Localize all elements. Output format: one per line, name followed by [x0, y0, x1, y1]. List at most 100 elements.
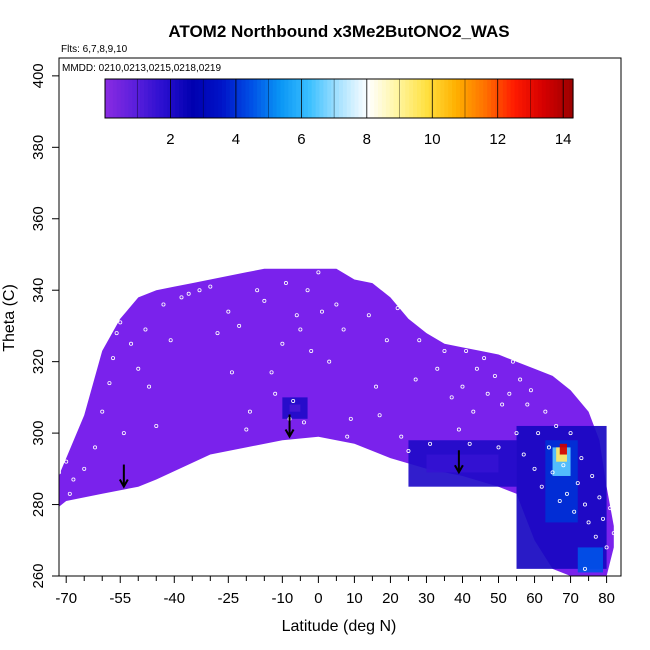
sample-point [474, 366, 479, 371]
colorbar-cell [541, 79, 547, 118]
colorbar-cell [186, 79, 192, 118]
sample-point [593, 534, 598, 539]
sample-point [399, 434, 404, 439]
sample-point [64, 459, 69, 464]
y-tick-label: 320 [30, 349, 47, 374]
x-tick-label: 40 [454, 590, 471, 607]
sample-point [496, 445, 501, 450]
sample-point [161, 302, 166, 307]
colorbar-cell [210, 79, 215, 118]
colorbar-cell [487, 79, 492, 118]
colorbar-cell [432, 79, 438, 118]
sample-point [147, 384, 152, 389]
sample-point [154, 423, 159, 428]
colorbar-cell [159, 79, 165, 118]
sample-point [550, 470, 555, 475]
sample-point [345, 434, 350, 439]
sample-point [464, 348, 469, 353]
sample-point [507, 391, 512, 396]
plot-area [47, 268, 616, 576]
colorbar-cell [534, 79, 539, 118]
sample-point [100, 409, 105, 414]
sample-point [564, 491, 569, 496]
sample-point [305, 288, 310, 293]
colorbar-cell [183, 79, 188, 118]
colorbar-cell [459, 79, 465, 118]
sample-point [129, 341, 134, 346]
colorbar-cell [237, 79, 243, 118]
colorbar-cell [514, 79, 519, 118]
sample-point [557, 498, 562, 503]
colorbar-tick-label: 10 [424, 131, 441, 148]
colorbar-cell [440, 79, 445, 118]
sample-point [71, 477, 76, 482]
colorbar-cell [479, 79, 484, 118]
colorbar-cell [194, 79, 200, 118]
sample-point [262, 298, 267, 303]
sample-point [168, 338, 173, 343]
x-tick-label: 0 [314, 590, 322, 607]
sample-point [309, 348, 314, 353]
colorbar-cell [463, 79, 469, 118]
colorbar-cell [545, 79, 551, 118]
sample-point [546, 445, 551, 450]
sample-point [82, 466, 87, 471]
sample-point [482, 356, 487, 361]
sample-point [226, 309, 231, 314]
sample-point [273, 391, 278, 396]
sample-points [47, 270, 616, 571]
colorbar-cell [155, 79, 161, 118]
colorbar-cell [342, 79, 348, 118]
colorbar-cell [249, 79, 254, 118]
y-tick-label: 340 [30, 278, 47, 303]
enhanced-region [577, 547, 603, 573]
sample-point [298, 327, 303, 332]
colorbar-cell [136, 79, 141, 118]
y-tick-label: 280 [30, 492, 47, 517]
enhanced-region [289, 404, 301, 412]
sample-point [428, 441, 433, 446]
sample-point [327, 359, 332, 364]
colorbar-cell [261, 79, 266, 118]
enhanced-region [559, 443, 567, 455]
colorbar-cell [225, 79, 231, 118]
sample-point [492, 373, 497, 378]
x-tick-label: 20 [382, 590, 399, 607]
colorbar-cell [452, 79, 457, 118]
colorbar-cell [385, 79, 391, 118]
colorbar-cell [268, 79, 274, 118]
sample-point [50, 482, 53, 485]
colorbar-cell [292, 79, 297, 118]
sample-point [561, 463, 566, 468]
x-tick-label: 30 [418, 590, 435, 607]
sample-point [93, 445, 98, 450]
sample-point [47, 510, 50, 513]
colorbar-cell [128, 79, 133, 118]
colorbar-cell [339, 79, 344, 118]
colorbar-cell [108, 79, 114, 118]
colorbar-cell [218, 79, 223, 118]
colorbar-cell [105, 79, 110, 118]
colorbar-cell [491, 79, 496, 118]
colorbar-cell [405, 79, 410, 118]
colorbar-cell [112, 79, 118, 118]
colorbar-cell [522, 79, 527, 118]
colorbar-cell [526, 79, 531, 118]
colorbar-frame [104, 78, 574, 119]
colorbar-cell [417, 79, 422, 118]
colorbar-cell [303, 79, 309, 118]
down-arrow [454, 450, 464, 475]
colorbar-cell [151, 79, 157, 118]
x-tick-label: 60 [526, 590, 543, 607]
colorbar-cell [370, 79, 375, 118]
sample-point [554, 423, 559, 428]
colorbar-cell [502, 79, 508, 118]
colorbar-tick-label: 14 [555, 131, 572, 148]
sample-point [186, 291, 191, 296]
sample-point [500, 402, 505, 407]
sample-point [590, 473, 595, 478]
sample-point [543, 409, 548, 414]
sample-point [536, 431, 541, 436]
colorbar-cell [565, 79, 570, 118]
colorbar-cell [175, 79, 180, 118]
